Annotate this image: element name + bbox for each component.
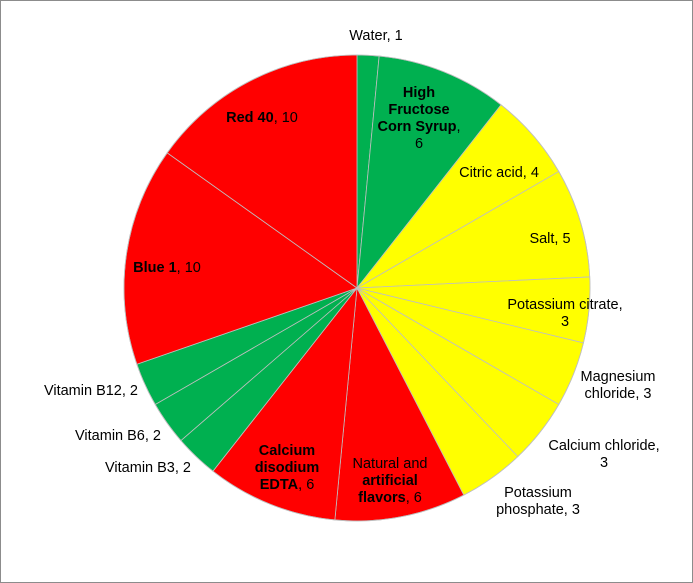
pie-rim [123,54,591,522]
label-vitamin-b3: Vitamin B3, 2 [105,460,191,476]
label-potassium-citrate: Potassium citrate, 3 [507,297,622,330]
label-red-40: Red 40, 10 [226,110,298,126]
label-blue-1: Blue 1, 10 [133,260,201,276]
label-vitamin-b12: Vitamin B12, 2 [44,383,138,399]
slice-labels: Water, 1 High Fructose Corn Syrup, 6 Citric a… [44,28,660,518]
label-magnesium-chloride: Magnesium chloride, 3 [581,369,656,402]
label-citric-acid: Citric acid, 4 [459,165,539,181]
label-natural-and-artificial-flavors: Natural and artificial flavors, 6 [353,456,428,506]
label-potassium-phosphate: Potassium phosphate, 3 [496,485,580,518]
label-salt: Salt, 5 [529,231,570,247]
label-calcium-chloride: Calcium chloride, 3 [548,438,659,471]
label-high-fructose-corn-syrup: High Fructose Corn Syrup, 6 [378,85,461,152]
pie-slices [123,54,591,522]
label-water: Water, 1 [349,28,402,44]
label-calcium-disodium-edta: Calcium disodium EDTA, 6 [255,443,319,493]
label-vitamin-b6: Vitamin B6, 2 [75,428,161,444]
